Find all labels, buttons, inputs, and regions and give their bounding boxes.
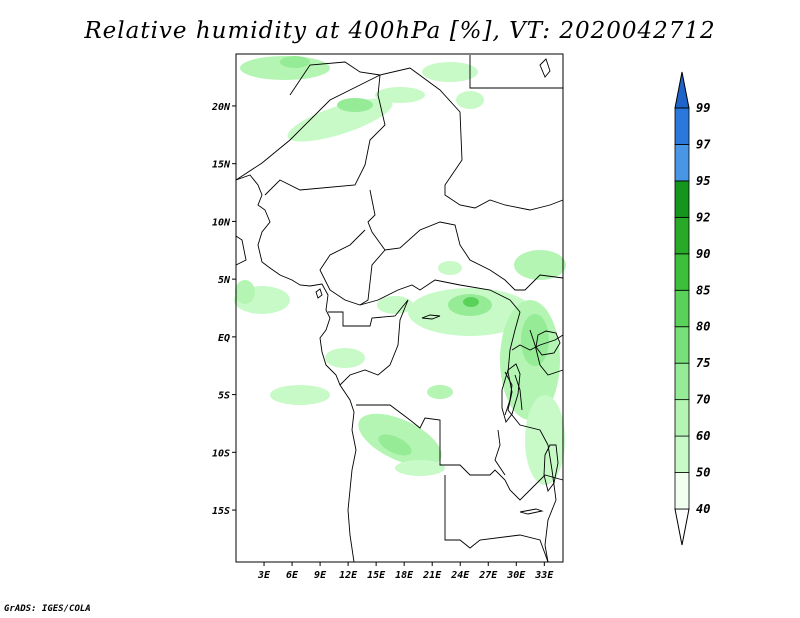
country-borders xyxy=(235,55,564,563)
border-line xyxy=(444,475,549,563)
colorbar-segment xyxy=(674,435,690,473)
lon-tick-label: 27E xyxy=(478,570,498,581)
lat-tick-label: 20N xyxy=(211,102,231,113)
colorbar-label: 95 xyxy=(696,174,710,188)
colorbar-segment xyxy=(674,362,690,401)
lat-tick-label: 10S xyxy=(212,448,230,459)
colorbar-label: 80 xyxy=(696,320,710,334)
border-line xyxy=(319,229,386,306)
lat-tick-label: 15N xyxy=(212,160,231,171)
border-line xyxy=(289,61,381,96)
border-line xyxy=(529,329,564,376)
lake xyxy=(501,363,521,423)
border-line xyxy=(356,404,564,501)
island xyxy=(539,58,551,78)
lon-tick-label: 24E xyxy=(450,570,470,581)
colorbar: 40 50 60 70 75 80 85 90 92 95 97 99 xyxy=(674,71,711,546)
grads-credit: GrADS: IGES/COLA xyxy=(4,604,91,614)
border-line xyxy=(469,55,563,89)
colorbar-segment xyxy=(674,180,690,218)
lon-tick-label: 21E xyxy=(422,570,442,581)
humidity-area xyxy=(337,98,373,112)
colorbar-label: 50 xyxy=(696,466,710,480)
lat-tick-label: 5N xyxy=(218,275,231,286)
humidity-area xyxy=(377,296,413,314)
border-line xyxy=(339,299,409,386)
lake xyxy=(543,444,559,493)
lon-tick-label: 9E xyxy=(314,570,327,581)
humidity-area xyxy=(521,314,549,366)
lake xyxy=(535,330,561,356)
colorbar-segment xyxy=(674,399,690,437)
humidity-area xyxy=(378,434,412,456)
border-line xyxy=(367,189,564,291)
latitude-axis: 20N 15N 10N 5N EQ 5S 10S 15S xyxy=(211,102,236,517)
colorbar-label: 90 xyxy=(696,247,710,261)
border-line xyxy=(507,311,549,446)
colorbar-segment xyxy=(674,253,690,291)
lon-tick-label: 15E xyxy=(367,570,386,581)
border-line xyxy=(514,374,523,411)
colorbar-segment xyxy=(674,216,690,255)
humidity-area xyxy=(438,261,462,275)
lon-tick-label: 33E xyxy=(534,570,554,581)
map-frame xyxy=(235,53,564,563)
longitude-axis: 3E 6E 9E 12E 15E 18E 21E 24E 27E 30E 33E xyxy=(257,562,554,581)
humidity-area xyxy=(422,62,478,82)
humidity-shading xyxy=(234,56,566,485)
humidity-area xyxy=(456,91,484,109)
colorbar-segment xyxy=(674,472,690,510)
colorbar-segment xyxy=(674,289,690,328)
colorbar-top-arrow xyxy=(674,71,690,109)
border-line xyxy=(235,235,247,266)
humidity-area xyxy=(395,460,445,476)
humidity-area xyxy=(514,250,566,280)
lon-tick-label: 6E xyxy=(286,570,299,581)
lat-tick-label: 15S xyxy=(212,506,230,517)
colorbar-label: 99 xyxy=(696,101,710,115)
colorbar-segment xyxy=(674,107,690,145)
humidity-area xyxy=(270,385,330,405)
colorbar-label: 60 xyxy=(696,429,710,443)
border-line xyxy=(235,67,564,211)
border-line xyxy=(359,279,521,313)
border-line xyxy=(544,444,557,563)
border-line xyxy=(511,334,564,351)
border-line xyxy=(264,74,386,196)
colorbar-segment xyxy=(674,144,690,182)
humidity-area xyxy=(427,385,453,399)
colorbar-label: 92 xyxy=(696,210,710,224)
colorbar-segment xyxy=(674,326,690,364)
colorbar-label: 97 xyxy=(696,137,711,151)
humidity-area xyxy=(325,348,365,368)
humidity-area xyxy=(375,87,425,103)
humidity-area xyxy=(235,280,255,304)
island xyxy=(315,288,323,299)
lat-tick-label: EQ xyxy=(218,333,230,344)
lon-tick-label: 30E xyxy=(506,570,526,581)
colorbar-label: 40 xyxy=(696,502,710,516)
lat-tick-label: 5S xyxy=(218,391,230,402)
colorbar-label: 75 xyxy=(696,356,710,370)
lon-tick-label: 12E xyxy=(339,570,358,581)
colorbar-label: 70 xyxy=(696,393,710,407)
border-line xyxy=(494,429,506,476)
colorbar-bottom-arrow xyxy=(674,508,690,546)
island xyxy=(421,314,441,320)
border-line xyxy=(328,299,409,327)
border-line xyxy=(504,371,513,416)
border-line xyxy=(235,174,357,563)
lat-tick-label: 10N xyxy=(212,217,231,228)
colorbar-label: 85 xyxy=(696,283,710,297)
humidity-area xyxy=(280,56,310,68)
humidity-area xyxy=(463,297,479,307)
map-title: Relative humidity at 400hPa [%], VT: 202… xyxy=(84,18,716,44)
island xyxy=(519,508,544,515)
lon-tick-label: 3E xyxy=(257,570,271,581)
lon-tick-label: 18E xyxy=(395,570,414,581)
